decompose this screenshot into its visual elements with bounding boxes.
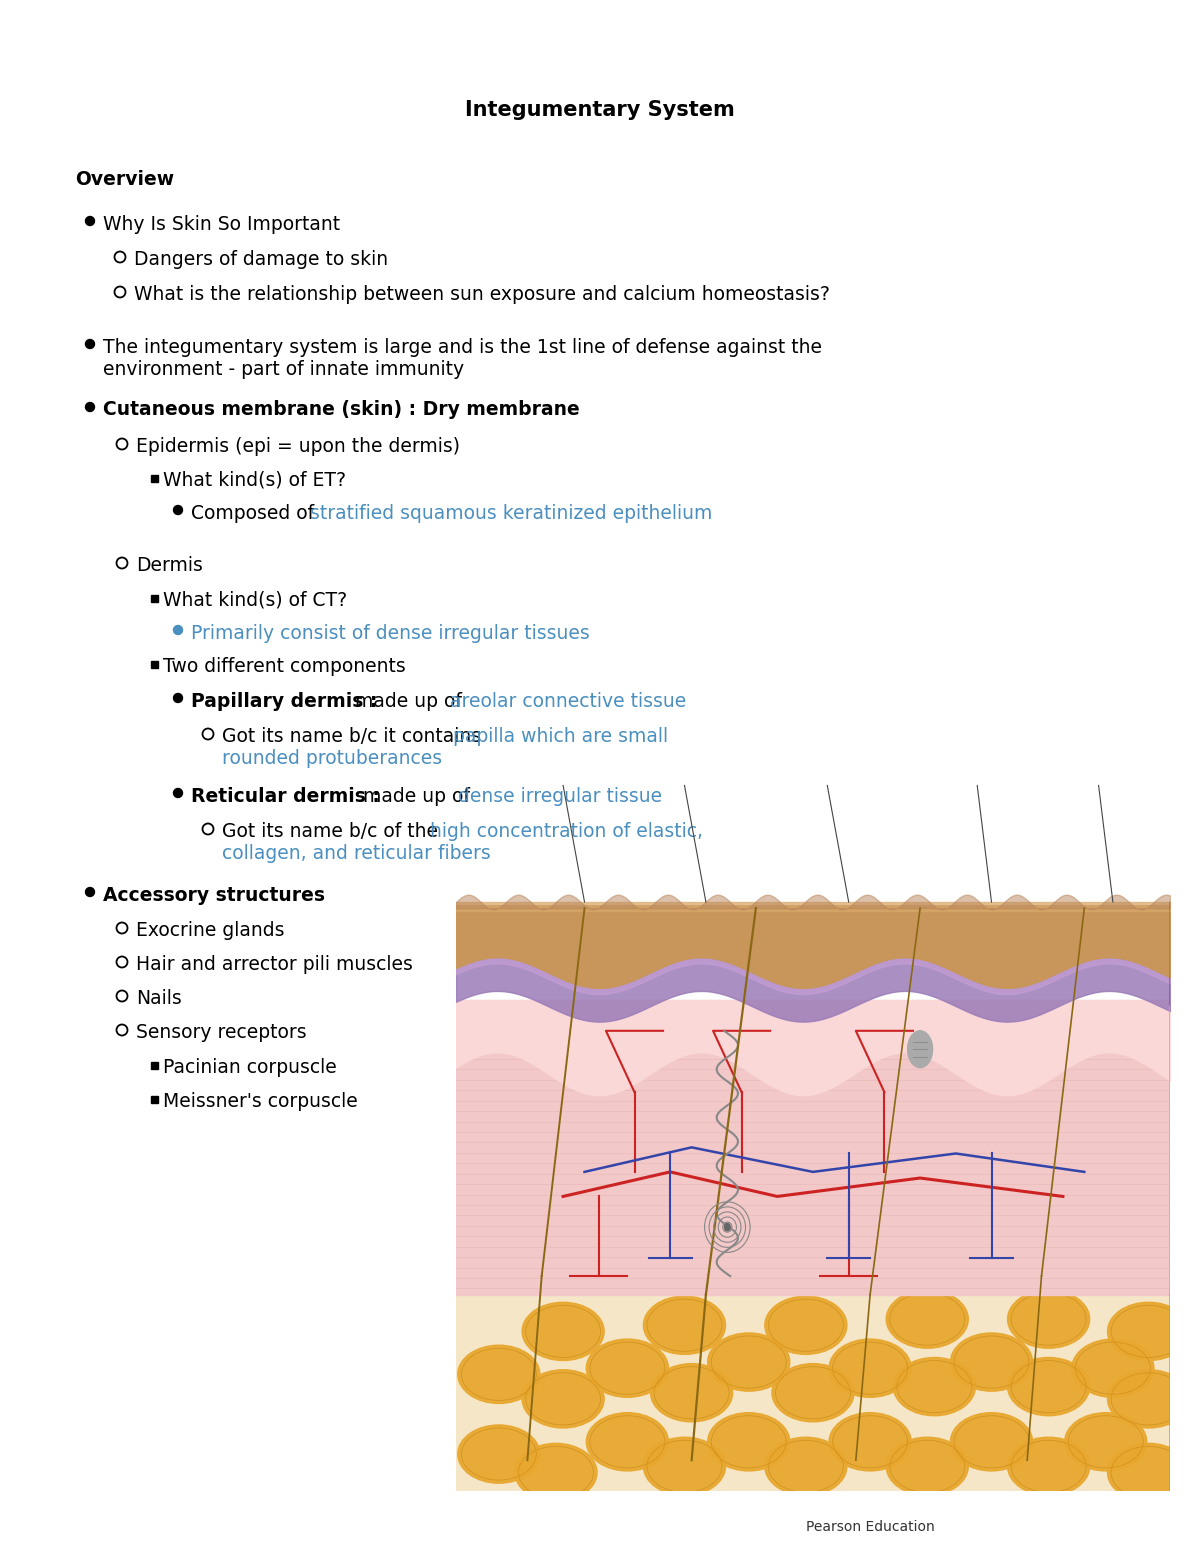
Ellipse shape [1008,1357,1090,1416]
Bar [150,660,157,668]
Text: Pearson Education: Pearson Education [805,1520,935,1534]
Text: Hair and arrector pili muscles: Hair and arrector pili muscles [136,955,413,974]
Circle shape [174,694,182,702]
Text: Epidermis (epi = upon the dermis): Epidermis (epi = upon the dermis) [136,436,460,457]
Circle shape [174,505,182,514]
Text: Primarily consist of dense irregular tissues: Primarily consist of dense irregular tis… [191,624,589,643]
Ellipse shape [829,1339,911,1398]
Ellipse shape [1108,1443,1189,1502]
Ellipse shape [950,1413,1032,1471]
Ellipse shape [764,1297,847,1354]
Circle shape [85,340,95,348]
Ellipse shape [772,1364,854,1423]
Ellipse shape [515,1443,598,1502]
Circle shape [85,216,95,225]
Text: Pacinian corpuscle: Pacinian corpuscle [163,1058,337,1076]
Text: Two different components: Two different components [163,657,406,676]
Text: Composed of: Composed of [191,505,320,523]
Text: Got its name b/c it contains: Got its name b/c it contains [222,727,487,745]
Text: Cutaneous membrane (skin) : Dry membrane: Cutaneous membrane (skin) : Dry membrane [103,401,580,419]
Ellipse shape [522,1370,604,1429]
Text: What kind(s) of ET?: What kind(s) of ET? [163,471,346,491]
Polygon shape [1170,997,1188,1295]
Ellipse shape [1008,1291,1090,1348]
Ellipse shape [643,1437,726,1496]
Circle shape [174,789,182,798]
Ellipse shape [764,1437,847,1496]
Text: What is the relationship between sun exposure and calcium homeostasis?: What is the relationship between sun exp… [134,286,830,304]
Text: Got its name b/c of the: Got its name b/c of the [222,822,444,842]
Text: What kind(s) of CT?: What kind(s) of CT? [163,592,347,610]
Ellipse shape [725,1224,730,1232]
Text: Reticular dermis :: Reticular dermis : [191,787,386,806]
Text: collagen, and reticular fibers: collagen, and reticular fibers [222,843,491,863]
Text: Dangers of damage to skin: Dangers of damage to skin [134,250,388,269]
Bar [150,1062,157,1068]
Circle shape [174,626,182,635]
Polygon shape [1170,969,1188,1006]
Ellipse shape [1108,1303,1189,1360]
Ellipse shape [708,1413,790,1471]
Text: Dermis: Dermis [136,556,203,575]
Ellipse shape [893,1357,976,1416]
Text: Nails: Nails [136,989,181,1008]
Polygon shape [1170,1286,1188,1491]
Ellipse shape [829,1413,911,1471]
Text: environment - part of innate immunity: environment - part of innate immunity [103,360,464,379]
Ellipse shape [650,1364,733,1423]
Text: Papillary dermis :: Papillary dermis : [191,693,384,711]
Text: Overview: Overview [74,169,174,189]
Text: made up of: made up of [355,693,468,711]
Ellipse shape [587,1413,668,1471]
Text: Meissner's corpuscle: Meissner's corpuscle [163,1092,358,1110]
Bar [150,1095,157,1103]
Text: Accessory structures: Accessory structures [103,887,325,905]
Ellipse shape [522,1303,604,1360]
Polygon shape [1170,893,1188,978]
Text: The integumentary system is large and is the 1st line of defense against the: The integumentary system is large and is… [103,339,822,357]
Ellipse shape [1072,1339,1154,1398]
Ellipse shape [643,1297,726,1354]
Ellipse shape [907,1031,932,1067]
Text: rounded protuberances: rounded protuberances [222,749,442,769]
Text: papilla which are small: papilla which are small [454,727,668,745]
Ellipse shape [457,1426,540,1483]
Bar [150,595,157,601]
Ellipse shape [950,1332,1032,1391]
Text: Why Is Skin So Important: Why Is Skin So Important [103,214,340,235]
Text: Exocrine glands: Exocrine glands [136,921,284,940]
Text: Sensory receptors: Sensory receptors [136,1023,307,1042]
Text: Integumentary System: Integumentary System [466,99,734,120]
Text: high concentration of elastic,: high concentration of elastic, [430,822,703,842]
Bar [150,475,157,481]
Text: stratified squamous keratinized epithelium: stratified squamous keratinized epitheli… [310,505,713,523]
Circle shape [85,887,95,896]
Bar [456,1295,1170,1491]
Circle shape [85,402,95,412]
Text: made up of: made up of [364,787,476,806]
Ellipse shape [1064,1413,1147,1471]
Ellipse shape [1108,1370,1189,1429]
Ellipse shape [1008,1437,1090,1496]
Text: dense irregular tissue: dense irregular tissue [458,787,662,806]
Ellipse shape [886,1437,968,1496]
Bar [456,1000,1170,1295]
Ellipse shape [457,1345,540,1404]
Text: areolar connective tissue: areolar connective tissue [450,693,686,711]
Ellipse shape [708,1332,790,1391]
Ellipse shape [886,1291,968,1348]
Ellipse shape [587,1339,668,1398]
